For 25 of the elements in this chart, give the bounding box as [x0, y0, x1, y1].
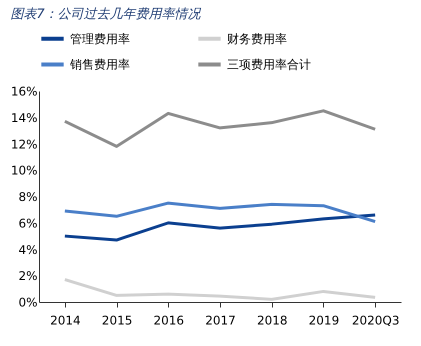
y-tick-label: 0%: [18, 296, 38, 310]
legend-label: 销售费用率: [69, 58, 130, 72]
legend-label: 财务费用率: [227, 32, 287, 46]
line-series: [63, 202, 377, 224]
chart-title: 图表7：公司过去几年费用率情况: [10, 6, 202, 22]
y-tick-label: 2%: [18, 269, 38, 284]
line-series: [63, 278, 377, 301]
x-tick-label: 2018: [256, 314, 288, 328]
x-tick-label: 2014: [50, 314, 81, 328]
y-tick-label: 16%: [10, 84, 38, 98]
y-tick-label: 6%: [18, 216, 38, 230]
x-tick-label: 2019: [308, 314, 340, 328]
y-tick-label: 14%: [10, 110, 38, 125]
line-series: [63, 213, 377, 242]
x-tick-label: 2015: [102, 314, 132, 328]
y-tick-label: 10%: [10, 164, 38, 178]
x-tick-label: 2016: [154, 314, 184, 328]
x-tick-label: 2020Q3: [352, 314, 400, 328]
x-tick-label: 2017: [205, 314, 236, 328]
legend-label: 管理费用率: [70, 32, 130, 46]
y-tick-label: 8%: [18, 190, 38, 204]
legend-label: 三项费用率合计: [227, 58, 311, 72]
y-tick-label: 4%: [18, 242, 38, 257]
line-series: [63, 109, 377, 148]
y-tick-label: 12%: [10, 137, 38, 152]
